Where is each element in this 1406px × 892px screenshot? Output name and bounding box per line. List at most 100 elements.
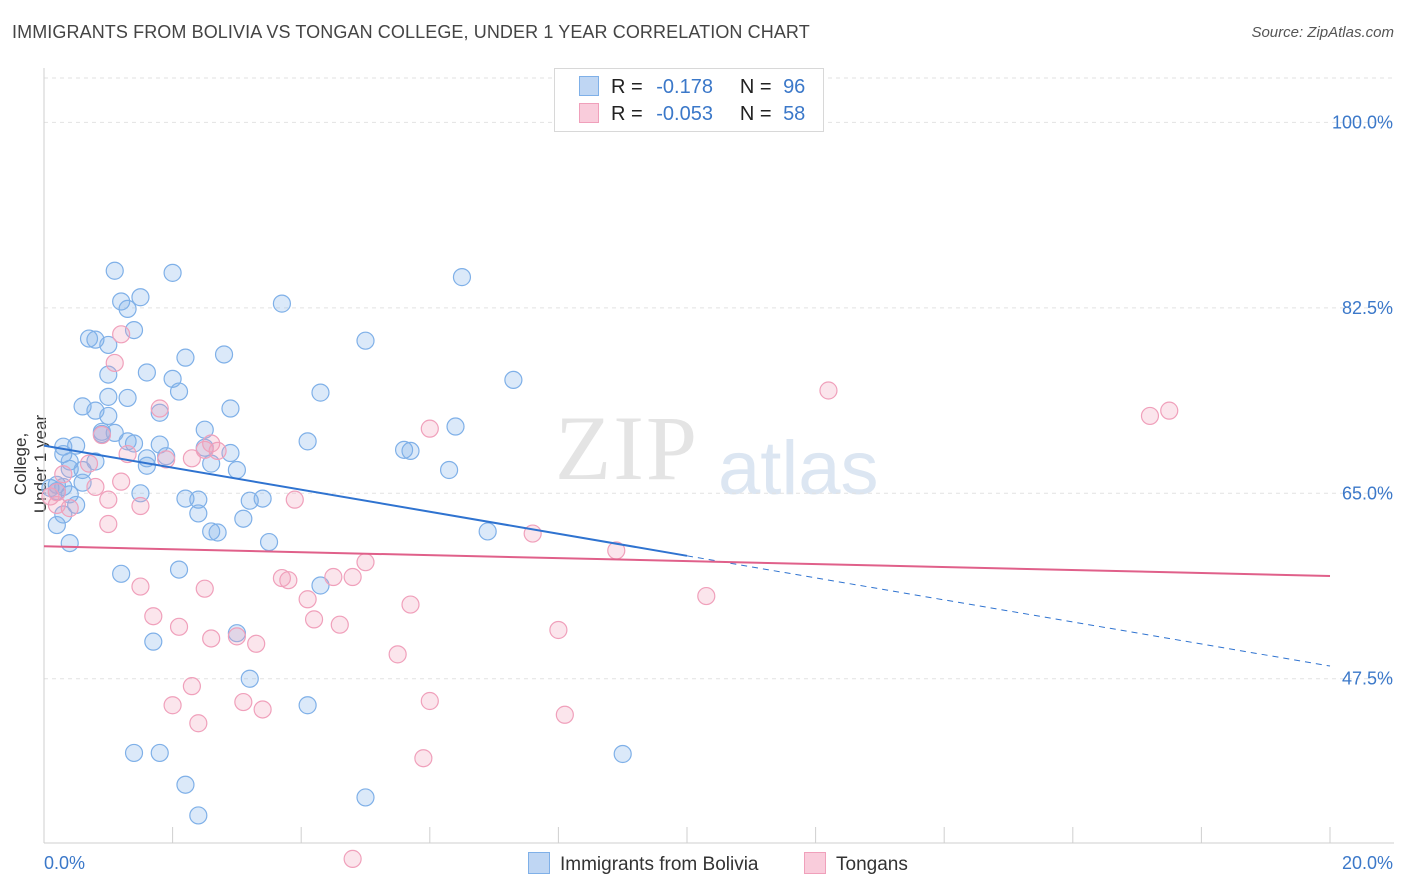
bolivia-point [208, 523, 227, 542]
bolivia-point [446, 417, 465, 436]
legend-label-bolivia: Immigrants from Bolivia [560, 854, 759, 875]
bolivia-legend-swatch [528, 852, 550, 874]
tongans-point [131, 496, 150, 516]
source-label: Source: ZipAtlas.com [1251, 24, 1394, 41]
tongans-point [234, 692, 253, 712]
n-label: N = [739, 103, 772, 125]
bolivia-point [176, 775, 195, 794]
tongans-point [112, 472, 131, 491]
x-tick-label: 20.0% [1342, 853, 1393, 873]
tongans-point [279, 571, 298, 590]
bolivia-point [144, 632, 163, 651]
bolivia-point [478, 522, 497, 541]
bolivia-point [137, 456, 156, 475]
bolivia-trend-extension [686, 555, 1331, 667]
bolivia-point [118, 299, 137, 318]
tongans-point [549, 620, 568, 640]
bolivia-point [150, 403, 169, 422]
tongans-point [401, 595, 420, 614]
tongans-point [298, 590, 317, 609]
legend-label-tongans: Tongans [836, 854, 908, 875]
tongans-point [189, 714, 208, 733]
tongans-point [1160, 401, 1179, 420]
bolivia-point [99, 406, 118, 426]
bolivia-point [311, 576, 330, 595]
tongans-point [195, 440, 214, 459]
tongans-point [105, 353, 124, 373]
tongans-point [697, 586, 716, 606]
x-tick-label: 0.0% [44, 853, 85, 873]
bolivia-point [202, 522, 221, 541]
tongans-point [182, 449, 201, 468]
bolivia-point [47, 515, 66, 535]
bolivia-point [214, 345, 234, 364]
tongans-point [86, 477, 105, 497]
tongans-point [420, 419, 439, 438]
trend-lines [43, 444, 1331, 667]
bolivia-point [112, 292, 131, 311]
r-value: -0.053 [656, 103, 713, 125]
bolivia-point [311, 383, 330, 402]
bolivia-point [272, 294, 292, 313]
y-tick-label: 47.5% [1342, 669, 1393, 689]
tongans-point [414, 749, 433, 768]
n-value: 58 [783, 103, 806, 125]
n-value: 96 [783, 76, 806, 98]
tongans-point [60, 499, 79, 518]
tongans-point [227, 627, 246, 646]
tongans-swatch [579, 103, 599, 123]
bolivia-point [189, 806, 208, 825]
bolivia-point [60, 533, 79, 553]
tongans-point [163, 696, 182, 715]
bolivia-point [613, 744, 632, 764]
bolivia-point [394, 440, 414, 459]
legend-item-bolivia: Immigrants from Bolivia [528, 852, 759, 876]
bolivia-point [105, 261, 124, 280]
bolivia-point [189, 490, 208, 509]
bolivia-swatch [579, 76, 599, 96]
bolivia-point [356, 331, 375, 350]
bolivia-point [124, 434, 144, 453]
legend-row-tongans: R = -0.053 N = 58 [579, 103, 805, 126]
y-tick-label: 82.5% [1342, 298, 1393, 318]
bolivia-trend-line [43, 444, 688, 557]
bolivia-point [137, 363, 156, 382]
n-label: N = [739, 76, 772, 98]
grid-lines [44, 77, 1394, 680]
bolivia-point [99, 387, 118, 406]
tongans-point [150, 399, 169, 418]
bolivia-point [452, 268, 472, 287]
r-value: -0.178 [656, 76, 713, 98]
tongans-legend-swatch [804, 852, 826, 874]
legend-row-bolivia: R = -0.178 N = 96 [579, 76, 805, 99]
tongans-point [819, 381, 838, 400]
tongans-point [144, 607, 163, 626]
bolivia-point [118, 388, 137, 408]
tongans-point [1140, 406, 1160, 426]
chart-title: IMMIGRANTS FROM BOLIVIA VS TONGAN COLLEG… [12, 22, 810, 42]
y-tick-label: 65.0% [1342, 483, 1393, 503]
bolivia-point [99, 335, 118, 355]
legend-item-tongans: Tongans [804, 852, 908, 876]
tongans-point [169, 617, 189, 636]
bolivia-point [79, 329, 99, 348]
bolivia-point [176, 489, 195, 508]
tongans-point [112, 325, 131, 344]
tongans-point [182, 677, 201, 696]
tongans-point [253, 700, 272, 719]
bolivia-point [131, 484, 150, 503]
tongans-point [79, 454, 99, 473]
tongans-point [99, 490, 118, 509]
r-label: R = [611, 76, 643, 98]
bolivia-point [259, 532, 279, 552]
tongans-point [131, 577, 150, 596]
tongans-trend-line [43, 545, 1331, 577]
bolivia-point [112, 564, 131, 583]
bolivia-point [150, 743, 169, 763]
tongans-point [285, 490, 304, 509]
tongans-point [343, 567, 362, 587]
tongans-point [92, 425, 111, 445]
tongans-point [247, 634, 266, 653]
watermark-atlas: atlas [718, 426, 879, 511]
